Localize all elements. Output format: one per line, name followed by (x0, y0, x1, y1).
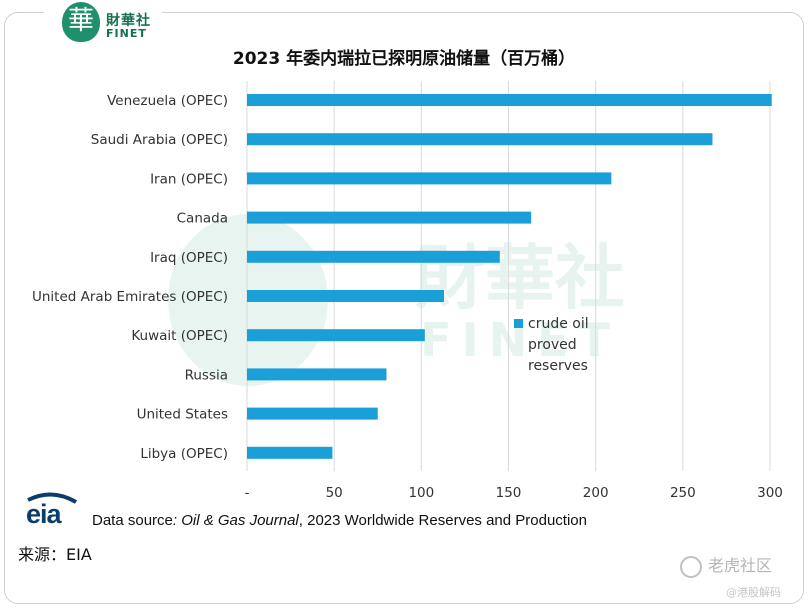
source-colon: : (172, 512, 182, 529)
category-label: Kuwait (OPEC) (131, 328, 228, 344)
bar (247, 172, 612, 185)
source-rest: , 2023 Worldwide Reserves and Production (298, 512, 587, 529)
finet-logo-icon: 華 (62, 2, 100, 42)
bar (247, 446, 333, 459)
bar (247, 94, 772, 106)
category-label: United States (137, 407, 228, 423)
bar (247, 290, 444, 302)
bar (247, 407, 378, 420)
chart-frame (4, 12, 804, 604)
legend-label-line3: reserves (528, 358, 588, 374)
legend-label-line2: proved (528, 337, 577, 353)
category-label: United Arab Emirates (OPEC) (32, 289, 228, 305)
bar (247, 250, 500, 263)
x-tick-label: 50 (326, 485, 343, 501)
eia-swoosh-icon (27, 492, 78, 504)
bars (247, 94, 772, 459)
tiger-community-watermark: 老虎社区 (680, 552, 772, 578)
x-tick-label: 200 (583, 485, 609, 501)
x-tick-label: 250 (670, 485, 696, 501)
bar (247, 329, 425, 342)
gridlines (246, 81, 771, 471)
source-note: 来源：EIA (18, 545, 92, 564)
legend-label-line1: crude oil (528, 316, 589, 332)
category-label: Canada (177, 211, 228, 227)
data-source: Data source: Oil & Gas Journal, 2023 Wor… (92, 512, 587, 529)
category-label: Libya (OPEC) (140, 446, 228, 462)
bar (247, 368, 387, 381)
eia-logo: eia (26, 499, 62, 529)
source-journal: Oil & Gas Journal (181, 512, 299, 529)
x-axis-ticks: - 50 100 150 200 250 300 (245, 485, 783, 501)
category-label: Saudi Arabia (OPEC) (91, 132, 228, 148)
x-tick-label: 150 (496, 485, 522, 501)
tiger-icon (680, 555, 702, 578)
bar (247, 133, 713, 146)
tiger-text: 老虎社区 (708, 556, 773, 575)
gangu-watermark: @港股解码 (726, 586, 781, 599)
brand-name-cn: 財華社 (106, 13, 151, 29)
x-tick-label: 100 (408, 485, 434, 501)
x-tick-label: 300 (757, 485, 783, 501)
legend-swatch (514, 319, 523, 328)
category-label: Venezuela (OPEC) (107, 93, 228, 109)
category-label: Iraq (OPEC) (150, 250, 228, 266)
legend: crude oil proved reserves (514, 316, 589, 374)
x-tick-label: - (245, 485, 250, 501)
brand-name-en: FINET (106, 27, 147, 40)
watermark-cn: 財華社 (415, 237, 625, 319)
bar (247, 211, 532, 224)
category-label: Iran (OPEC) (150, 171, 228, 187)
category-label: Russia (185, 367, 228, 383)
category-labels: Venezuela (OPEC) Saudi Arabia (OPEC) Iran … (32, 93, 228, 462)
source-prefix: Data source (92, 512, 173, 529)
chart-title: 2023 年委内瑞拉已探明原油储量（百万桶） (232, 49, 576, 69)
